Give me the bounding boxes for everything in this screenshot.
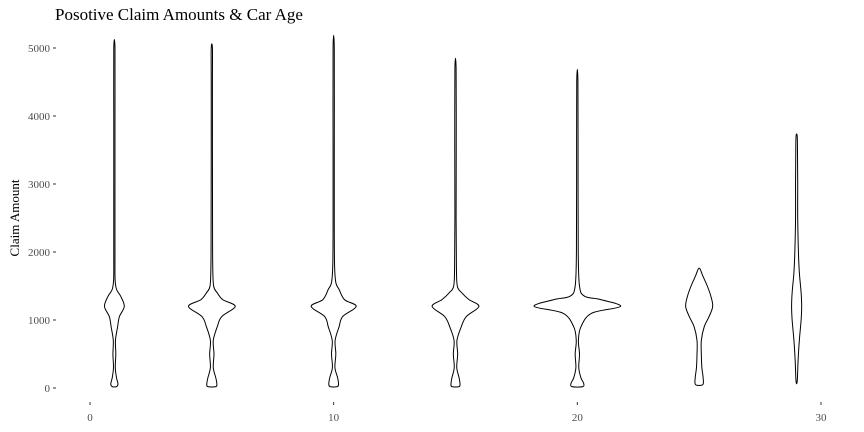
chart-title: Posotive Claim Amounts & Car Age (55, 5, 303, 24)
x-axis: 0 10 20 30 (87, 402, 827, 424)
violin-car-age-29 (791, 133, 803, 385)
violin-car-age-10 (310, 34, 357, 388)
x-tick-label: 30 (816, 412, 828, 424)
y-axis-title: Claim Amount (7, 179, 22, 256)
y-tick-label: 3000 (28, 179, 51, 191)
y-tick-label: 4000 (28, 111, 51, 123)
y-tick-label: 1000 (28, 315, 51, 327)
x-tick-label: 0 (87, 412, 93, 424)
y-tick-label: 0 (45, 383, 51, 395)
x-tick-label: 10 (328, 412, 340, 424)
violin-car-age-1 (103, 39, 125, 388)
violin-car-age-25 (685, 267, 714, 386)
violin-car-age-5 (187, 43, 236, 388)
x-tick-label: 20 (572, 412, 584, 424)
y-axis: 0 1000 2000 3000 4000 5000 (28, 43, 56, 395)
y-tick-label: 5000 (28, 43, 51, 55)
y-tick-label: 2000 (28, 247, 51, 259)
violin-car-age-15 (431, 57, 480, 388)
violins (103, 34, 803, 388)
violin-car-age-20 (533, 68, 622, 388)
